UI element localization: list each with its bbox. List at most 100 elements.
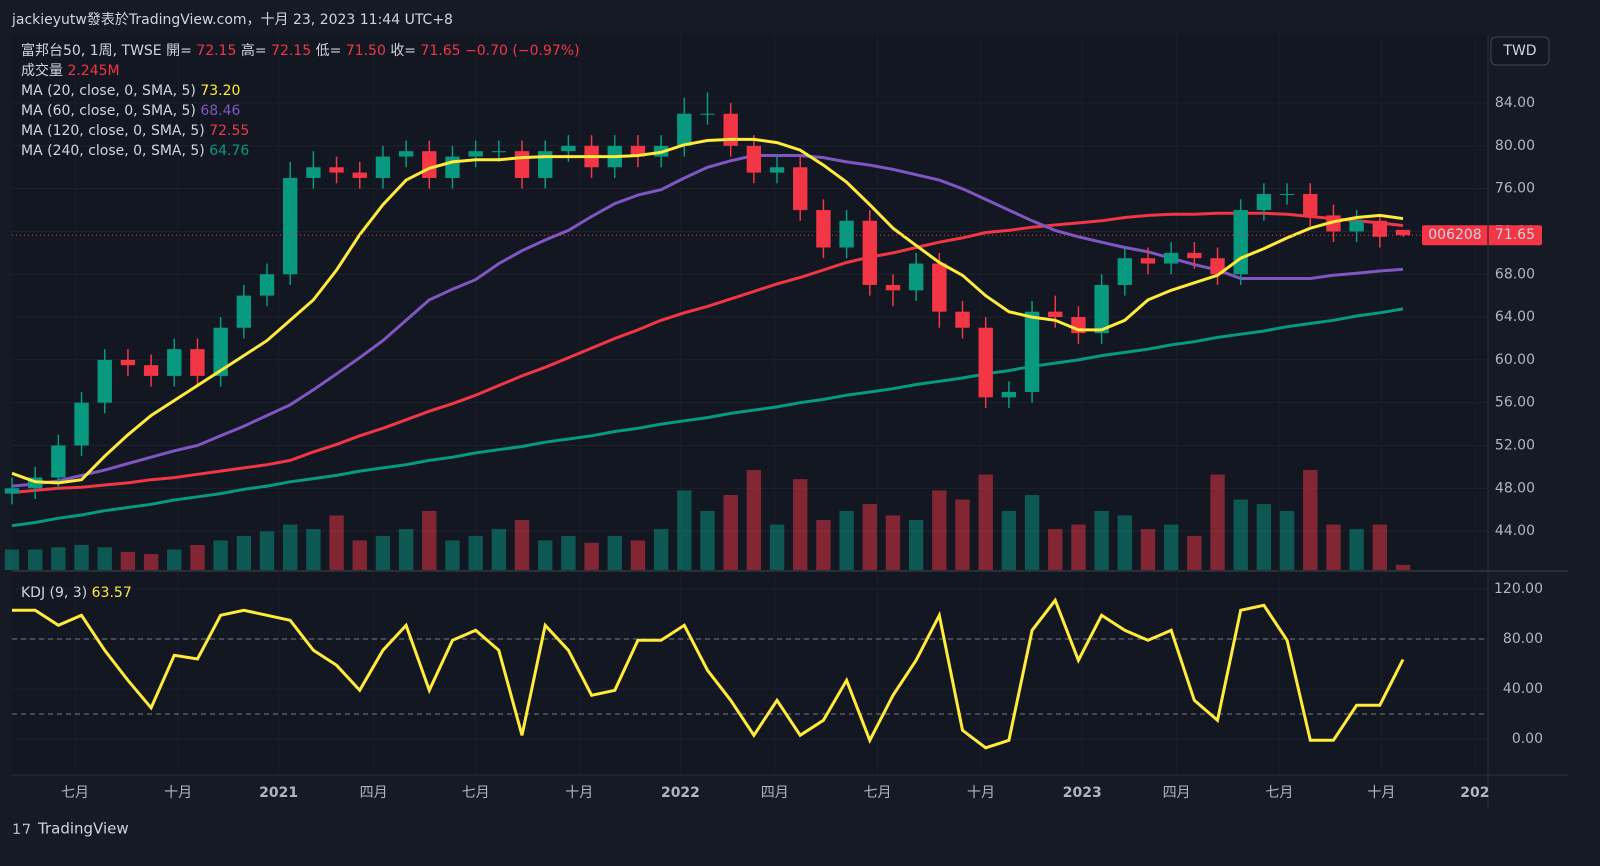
legend-text: MA (240, close, 0, SMA, 5) bbox=[21, 143, 205, 159]
candle-body bbox=[1048, 311, 1063, 318]
volume-bar bbox=[283, 524, 298, 570]
candle-body bbox=[723, 113, 738, 146]
footer-brand: TradingView bbox=[37, 820, 129, 838]
candle-body bbox=[746, 145, 762, 173]
legend-text: 73.20 bbox=[200, 83, 240, 99]
logo-mark: 𝟷𝟽 bbox=[12, 820, 31, 838]
candle-body bbox=[769, 167, 785, 173]
x-tick-label: 十月 bbox=[967, 785, 995, 801]
currency-button[interactable] bbox=[1490, 36, 1550, 66]
legend-row: MA (120, close, 0, SMA, 5) 72.55 bbox=[21, 123, 249, 139]
candle-body bbox=[74, 402, 89, 446]
legend-text: MA (60, close, 0, SMA, 5) bbox=[21, 103, 196, 119]
y-tick-label: 68.00 bbox=[1495, 266, 1535, 282]
candle-body bbox=[1372, 220, 1387, 237]
candle-body bbox=[1187, 252, 1202, 259]
volume-bar bbox=[514, 520, 530, 570]
candle-body bbox=[4, 488, 20, 494]
y-tick-label: 0.00 bbox=[1512, 731, 1543, 747]
x-tick-label: 十月 bbox=[1367, 785, 1395, 801]
candle-body bbox=[677, 113, 692, 146]
y-tick-label: 76.00 bbox=[1495, 181, 1535, 197]
volume-bar bbox=[1187, 535, 1202, 570]
x-tick-label: 2023 bbox=[1063, 785, 1102, 801]
x-tick-label: 2021 bbox=[259, 785, 298, 801]
volume-bar bbox=[630, 540, 646, 570]
legend-text: 71.65 bbox=[421, 43, 461, 59]
volume-bar bbox=[862, 504, 877, 570]
volume-bar bbox=[167, 549, 182, 570]
y-tick-label: 56.00 bbox=[1495, 395, 1535, 411]
candle-body bbox=[398, 151, 414, 157]
volume-bar bbox=[4, 549, 20, 570]
volume-bar bbox=[723, 495, 738, 570]
x-tick-label: 2022 bbox=[661, 785, 700, 801]
candle-body bbox=[700, 113, 715, 115]
volume-bar bbox=[561, 535, 576, 570]
y-tick-label: 64.00 bbox=[1495, 309, 1535, 325]
y-tick-label: 80.00 bbox=[1503, 631, 1543, 647]
candle-body bbox=[283, 177, 298, 275]
x-tick-label: 七月 bbox=[462, 785, 490, 801]
candle-body bbox=[1279, 194, 1295, 196]
volume-bar bbox=[1140, 529, 1156, 570]
candle-body bbox=[908, 263, 924, 291]
currency[interactable]: TWD bbox=[1502, 43, 1536, 59]
candle-body bbox=[422, 151, 437, 178]
indicator-line bbox=[12, 597, 1405, 750]
volume-bar bbox=[816, 520, 831, 570]
price-tag-value: 71.65 bbox=[1495, 227, 1535, 243]
legend-row: 富邦台50, 1周, TWSE 開= 72.15 高= 72.15 低= 71.… bbox=[21, 42, 580, 59]
candle-body bbox=[236, 295, 252, 328]
volume-bar bbox=[653, 529, 669, 570]
candle-body bbox=[978, 327, 993, 398]
x-tick-label: 十月 bbox=[565, 785, 593, 801]
legend-text: 開= bbox=[166, 43, 192, 59]
candle-body bbox=[190, 349, 205, 376]
volume-bar bbox=[1349, 529, 1364, 570]
volume-bar bbox=[769, 524, 785, 570]
legend-text: KDJ (9, 3) bbox=[21, 585, 87, 601]
y-tick-label: 80.00 bbox=[1495, 138, 1535, 154]
volume-bar bbox=[190, 545, 205, 570]
candle-body bbox=[793, 167, 808, 211]
candle-body bbox=[885, 284, 901, 291]
volume-bar bbox=[375, 535, 391, 570]
y-tick-label: 40.00 bbox=[1503, 681, 1543, 697]
volume-bar bbox=[352, 540, 367, 570]
volume-bar bbox=[1094, 510, 1109, 570]
volume-bar bbox=[398, 529, 414, 570]
indicator-line bbox=[11, 211, 1404, 494]
volume-bar bbox=[932, 490, 947, 570]
volume-bar bbox=[746, 470, 762, 570]
volume-bar bbox=[51, 547, 66, 570]
indicator-line bbox=[11, 137, 1404, 485]
volume-bar bbox=[1395, 564, 1411, 570]
legend-text: 68.46 bbox=[200, 103, 240, 119]
legend-row: KDJ (9, 3) 63.57 bbox=[21, 585, 132, 601]
y-tick-label: 44.00 bbox=[1495, 523, 1535, 539]
volume-bar bbox=[677, 490, 692, 570]
volume-bar bbox=[1303, 470, 1318, 570]
candle-body bbox=[862, 220, 877, 285]
candle-body bbox=[445, 156, 460, 178]
volume-bar bbox=[329, 515, 344, 570]
candle-body bbox=[1303, 194, 1318, 216]
volume-bar bbox=[468, 535, 483, 570]
volume-bar bbox=[793, 479, 808, 570]
candle-body bbox=[329, 167, 344, 173]
candle-body bbox=[1140, 258, 1156, 264]
volume-bar bbox=[259, 531, 275, 570]
legend: 富邦台50, 1周, TWSE 開= 72.15 高= 72.15 低= 71.… bbox=[21, 42, 580, 601]
candle-body bbox=[259, 274, 275, 296]
candle-body bbox=[213, 327, 228, 376]
price-tag-symbol: 006208 bbox=[1428, 227, 1481, 243]
x-tick-label: 四月 bbox=[761, 785, 789, 801]
legend-text: 2.245M bbox=[67, 63, 119, 79]
candle-body bbox=[468, 151, 483, 157]
candle-body bbox=[120, 359, 136, 366]
volume-bar bbox=[491, 529, 507, 570]
volume-bar bbox=[1071, 524, 1086, 570]
y-tick-label: 48.00 bbox=[1495, 480, 1535, 496]
candle-body bbox=[97, 359, 112, 403]
